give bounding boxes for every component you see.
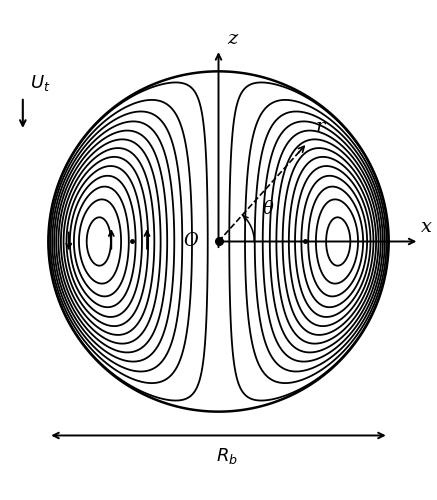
Text: z: z: [227, 30, 237, 48]
Text: θ: θ: [263, 200, 274, 218]
Text: r: r: [316, 118, 325, 136]
Text: x: x: [421, 218, 432, 236]
Text: $U_t$: $U_t$: [30, 74, 50, 94]
Text: $R_b$: $R_b$: [216, 446, 238, 466]
Text: O: O: [184, 232, 198, 250]
